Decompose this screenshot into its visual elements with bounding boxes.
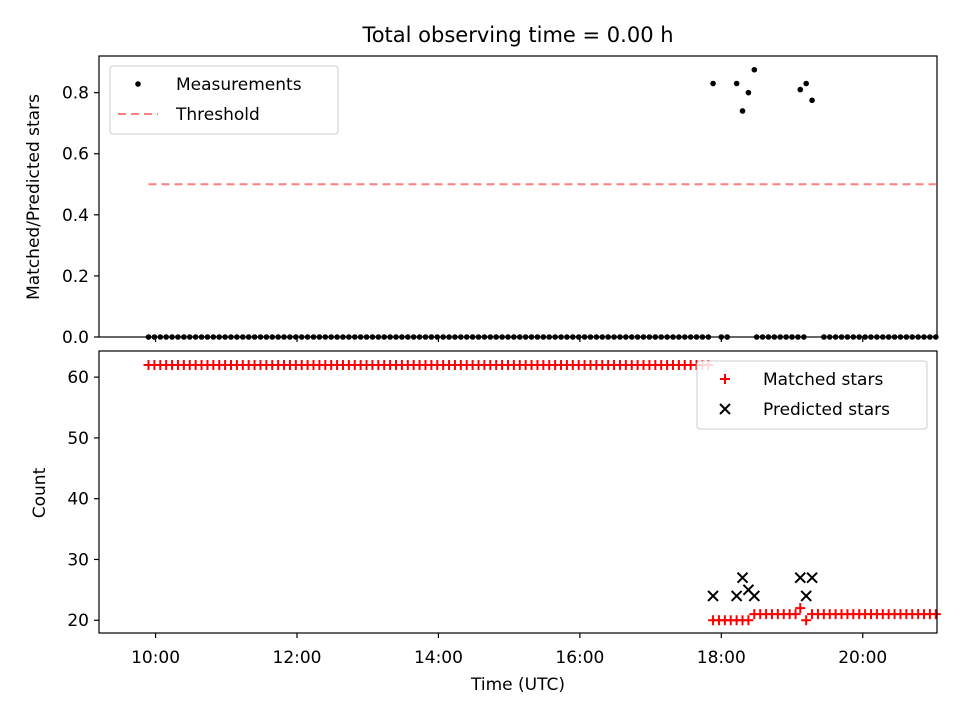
legend-label: Threshold bbox=[175, 105, 260, 125]
predicted-star-point bbox=[736, 571, 749, 584]
predicted-star-point bbox=[730, 590, 743, 602]
y-axis-label-count: Count bbox=[30, 467, 50, 518]
measurement-point bbox=[809, 97, 815, 104]
y-tick-label: 0.4 bbox=[62, 206, 89, 226]
legend-label: Predicted stars bbox=[763, 400, 890, 420]
x-tick-label: 16:00 bbox=[555, 648, 604, 668]
y-tick-label: 40 bbox=[67, 490, 89, 510]
measurement-point bbox=[797, 86, 804, 93]
legend-measurement-swatch bbox=[135, 81, 141, 87]
x-tick-label: 20:00 bbox=[838, 648, 887, 668]
measurement-point bbox=[710, 80, 716, 87]
predicted-star-point bbox=[794, 571, 806, 584]
legend-label: Measurements bbox=[176, 75, 302, 95]
legend-box bbox=[109, 65, 339, 135]
matched-star-point bbox=[930, 609, 941, 620]
predicted-star-point bbox=[748, 590, 761, 602]
y-tick-label: 50 bbox=[67, 429, 89, 449]
measurement-point bbox=[733, 80, 740, 87]
x-tick-label: 14:00 bbox=[414, 648, 463, 668]
legend-label: Matched stars bbox=[763, 370, 883, 390]
measurement-point bbox=[803, 80, 809, 87]
chart-title: Total observing time = 0.00 h bbox=[361, 23, 673, 47]
y-tick-label: 0.2 bbox=[62, 267, 89, 287]
matched-star-point bbox=[743, 615, 754, 626]
legend-predicted-swatch bbox=[719, 403, 731, 415]
axes-frame-0 bbox=[98, 55, 938, 338]
y-tick-label: 0.0 bbox=[62, 328, 89, 348]
x-tick-label: 12:00 bbox=[273, 648, 322, 668]
matched-star-point bbox=[795, 603, 806, 614]
y-tick-label: 30 bbox=[67, 550, 89, 570]
matched-star-point bbox=[801, 615, 812, 626]
legend-box bbox=[696, 360, 928, 430]
legend-1: Matched stars Predicted stars bbox=[696, 360, 928, 430]
y-tick-label: 20 bbox=[67, 611, 89, 631]
x-tick-label: 18:00 bbox=[697, 648, 746, 668]
measurement-point bbox=[745, 89, 752, 96]
measurement-point bbox=[751, 66, 758, 73]
x-tick-label: 10:00 bbox=[131, 648, 180, 668]
predicted-star-point bbox=[800, 590, 812, 602]
bottom-panel: Count 20 30 40 50 60 10:00 12:00 14:00 16:00 18:0… bbox=[30, 350, 941, 668]
y-tick-label: 0.8 bbox=[62, 84, 89, 104]
top-panel: Matched/Predicted stars 0.0 0.2 0.4 0.6 0.8 M… bbox=[24, 55, 939, 348]
predicted-star-point bbox=[806, 571, 818, 584]
matched-star-point bbox=[790, 609, 801, 620]
axes-frame-1 bbox=[98, 350, 938, 634]
y-tick-label: 0.6 bbox=[62, 145, 89, 165]
y-axis-label-ratio: Matched/Predicted stars bbox=[24, 94, 44, 300]
x-axis-label: Time (UTC) bbox=[470, 675, 565, 695]
predicted-star-point bbox=[707, 590, 719, 602]
measurement-point bbox=[739, 108, 746, 114]
legend-0: Measurements Threshold bbox=[109, 65, 339, 135]
plot-area-1 bbox=[143, 359, 941, 626]
legend-matched-swatch bbox=[720, 374, 730, 384]
y-tick-label: 60 bbox=[67, 368, 89, 388]
